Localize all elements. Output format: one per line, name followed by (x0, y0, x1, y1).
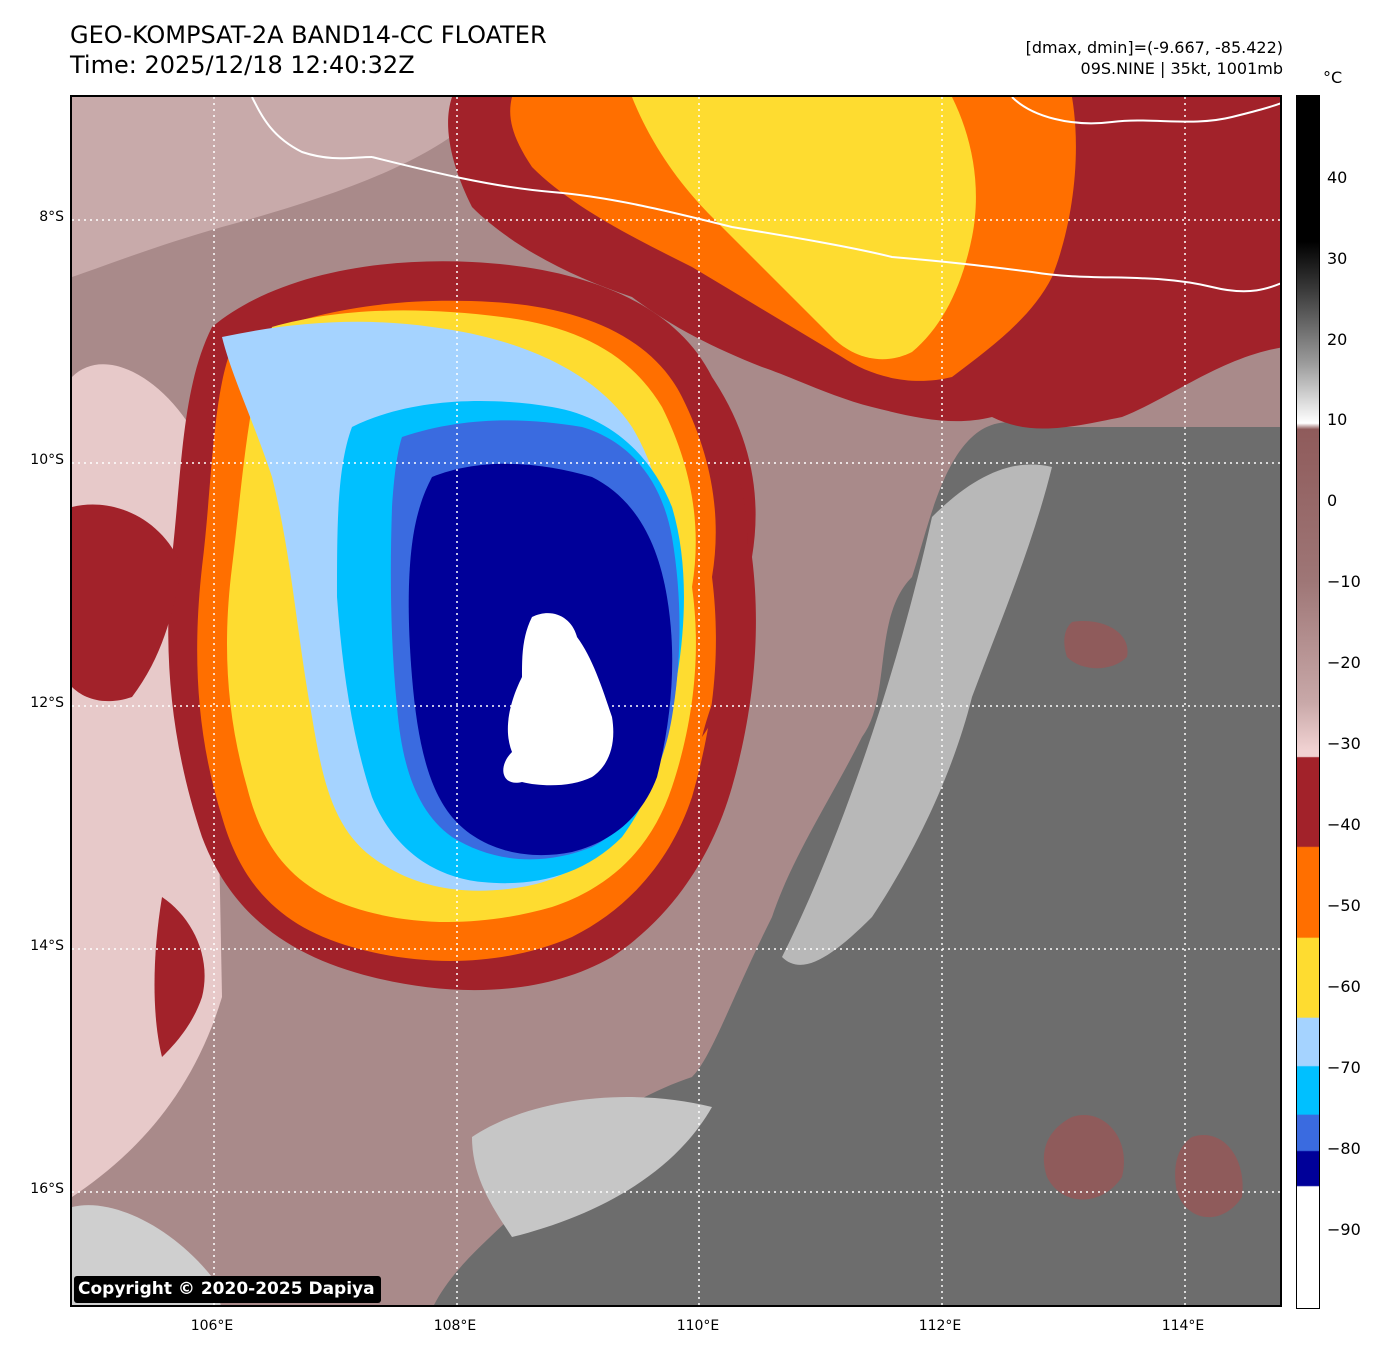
chart-title: GEO-KOMPSAT-2A BAND14-CC FLOATER (70, 21, 547, 49)
lon-label-114e: 114°E (1161, 1318, 1205, 1334)
lon-label-112e: 112°E (918, 1318, 962, 1334)
outflow-streak-east (702, 457, 749, 737)
range-label: [dmax, dmin]=(-9.667, -85.422) (1025, 38, 1283, 57)
colorbar-tick-minus60: −60 (1327, 977, 1361, 996)
coastline (371, 156, 1280, 293)
ir-imagery (72, 97, 1280, 1305)
lon-label-106e: 106°E (190, 1318, 234, 1334)
colorbar-tick-minus50: −50 (1327, 896, 1361, 915)
lat-label-16s: 16°S (30, 1181, 64, 1197)
storm-white-coldest (503, 613, 614, 786)
colorbar-tick-minus40: −40 (1327, 815, 1361, 834)
colorbar-tick-minus80: −80 (1327, 1139, 1361, 1158)
coastline-north (251, 97, 373, 160)
southeast-cells (1043, 1115, 1124, 1200)
colorbar-tick-minus20: −20 (1327, 653, 1361, 672)
grey-light-patches (782, 464, 1052, 965)
southeast-cells-2 (1175, 1135, 1243, 1218)
lon-label-110e: 110°E (676, 1318, 720, 1334)
colorbar-unit: °C (1323, 68, 1343, 87)
storm-label: 09S.NINE | 35kt, 1001mb (1080, 59, 1283, 78)
lat-label-12s: 12°S (30, 695, 64, 711)
time-label: Time: 2025/12/18 12:40:32Z (70, 51, 415, 79)
storm-red-arm-southwest (154, 897, 205, 1057)
pink-haze-north (72, 97, 492, 277)
copyright-label: Copyright © 2020-2025 Dapiya (74, 1276, 381, 1303)
colorbar (1296, 95, 1320, 1309)
colorbar-tick-20: 20 (1327, 330, 1348, 349)
lat-label-8s: 8°S (39, 209, 64, 225)
coastline-northeast (1011, 97, 1280, 125)
lat-label-10s: 10°S (30, 452, 64, 468)
east-cell (1064, 621, 1128, 669)
lon-label-108e: 108°E (433, 1318, 477, 1334)
grey-south-patches (472, 1097, 712, 1237)
lat-label-14s: 14°S (30, 938, 64, 954)
colorbar-tick-minus30: −30 (1327, 734, 1361, 753)
colorbar-tick-30: 30 (1327, 249, 1348, 268)
colorbar-tick-minus90: −90 (1327, 1220, 1361, 1239)
north-yellow-band (632, 97, 976, 360)
colorbar-tick-10: 10 (1327, 410, 1348, 429)
colorbar-tick-40: 40 (1327, 168, 1348, 187)
satellite-map: Copyright © 2020-2025 Dapiya (70, 95, 1282, 1307)
colorbar-tick-minus10: −10 (1327, 572, 1361, 591)
colorbar-tick-0: 0 (1327, 491, 1338, 510)
colorbar-tick-minus70: −70 (1327, 1058, 1361, 1077)
graticule (72, 97, 1280, 1305)
storm-red-arm-west (72, 504, 182, 702)
title-block: GEO-KOMPSAT-2A BAND14-CC FLOATER Time: 2… (70, 20, 547, 80)
info-block: [dmax, dmin]=(-9.667, -85.422) 09S.NINE … (1026, 37, 1283, 79)
